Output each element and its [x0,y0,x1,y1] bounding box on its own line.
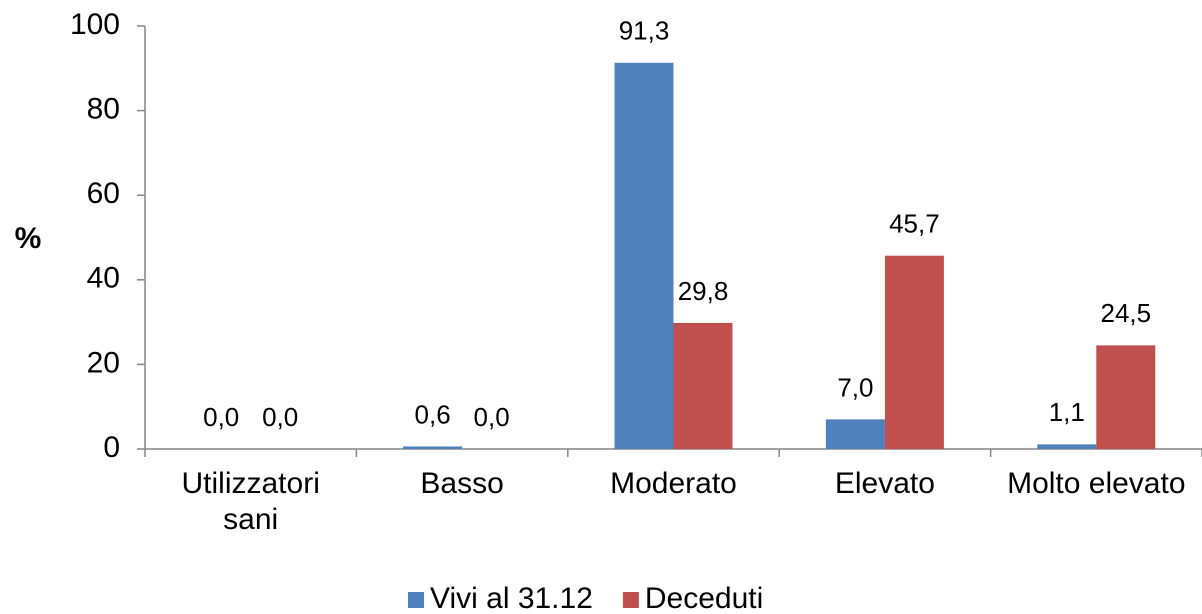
x-tick-label-box: Moderato [610,467,737,500]
x-tick-label: Basso [420,467,504,500]
bar [403,446,463,449]
y-tick-label: 0 [103,431,120,464]
legend-swatch [408,592,424,608]
legend-label: Vivi al 31.12 [430,582,593,614]
legend-swatch [622,592,639,608]
y-tick-label: 80 [87,93,120,126]
value-label: 24,5 [1100,298,1151,328]
x-tick-label-box: Basso [420,467,504,500]
y-tick-label: 40 [87,262,120,295]
bar [673,322,733,449]
bar [825,419,885,449]
x-tick-label-box: Molto elevato [1007,467,1186,500]
bar [1096,345,1156,449]
x-tick-label: Molto elevato [1007,467,1186,500]
value-label: 0,0 [203,402,239,432]
x-tick-label-box: Elevato [834,467,935,500]
value-label: 0,6 [415,399,451,429]
y-tick-label: 100 [70,8,120,41]
x-tick-label: Elevato [834,467,935,500]
x-tick-label-box: Utilizzatori sani [181,467,320,536]
y-tick-label: 20 [87,346,120,379]
value-label: 0,0 [474,402,510,432]
x-tick-label: Utilizzatori sani [181,467,320,536]
bar [614,62,674,450]
bar [1037,444,1097,449]
legend-label: Deceduti [645,582,763,614]
bar [884,255,944,449]
value-label: 0,0 [262,402,298,432]
value-label: 91,3 [619,16,670,46]
y-axis-label: % [15,222,42,255]
value-label: 45,7 [889,209,940,239]
value-label: 1,1 [1049,397,1085,427]
value-label: 7,0 [837,372,873,402]
value-label: 29,8 [678,276,729,306]
y-tick-label: 60 [87,177,120,210]
x-tick-label: Moderato [610,467,737,500]
